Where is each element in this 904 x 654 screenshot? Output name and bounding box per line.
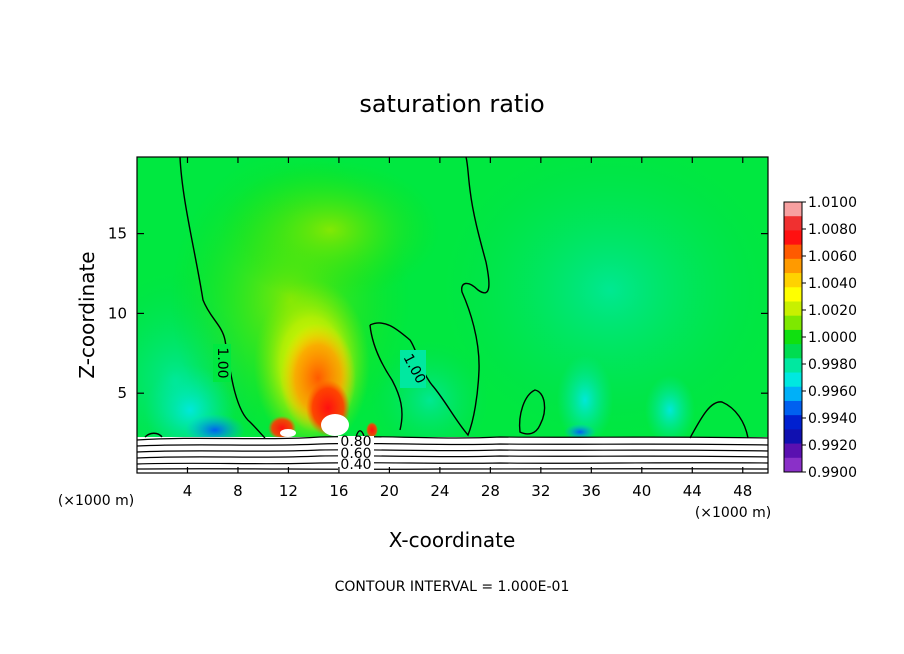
colorbar-label: 0.9960 bbox=[808, 384, 857, 400]
contour-label-040: 0.40 bbox=[340, 457, 371, 473]
contour-label-center-bg bbox=[400, 350, 426, 388]
x-tick-label: 12 bbox=[279, 482, 298, 500]
colorbar-label: 1.0080 bbox=[808, 222, 857, 238]
colorbar-label: 0.9900 bbox=[808, 465, 857, 481]
field-white-small bbox=[280, 429, 296, 437]
colorbar-label: 1.0060 bbox=[808, 249, 857, 265]
colorbar-label: 1.0020 bbox=[808, 303, 857, 319]
colorbar-swatch bbox=[784, 329, 802, 345]
contour-1-left bbox=[179, 157, 266, 439]
x-tick-label: 40 bbox=[632, 482, 651, 500]
field-lime-upper bbox=[220, 160, 440, 300]
field-lower-band bbox=[137, 437, 768, 473]
colorbar-swatch bbox=[784, 457, 802, 473]
x-unit-right: (×1000 m) bbox=[695, 505, 771, 521]
surface-contour-3 bbox=[137, 449, 768, 453]
colorbar-swatch bbox=[784, 415, 802, 430]
colorbar-swatch bbox=[784, 443, 802, 459]
x-tick-label: 16 bbox=[329, 482, 348, 500]
surface-contour-1 bbox=[137, 435, 768, 441]
field-blue-right bbox=[564, 424, 596, 440]
x-tick-label: 32 bbox=[531, 482, 550, 500]
colorbar-swatch bbox=[784, 358, 802, 374]
colorbar-swatch bbox=[784, 386, 802, 402]
colorbar-label: 0.9980 bbox=[808, 357, 857, 373]
surface-contour-5 bbox=[137, 462, 768, 465]
y-tick-label: 15 bbox=[108, 225, 127, 243]
colorbar-swatch bbox=[784, 258, 802, 274]
contour-1-spike bbox=[355, 430, 365, 438]
surface-contour-4 bbox=[137, 455, 768, 459]
colorbar-label: 0.9920 bbox=[808, 438, 857, 454]
field-supersaturated-white bbox=[321, 414, 349, 436]
contour-label-060-bg bbox=[338, 448, 374, 459]
contour-1-left-edge bbox=[144, 432, 163, 438]
colorbar-swatch bbox=[784, 301, 802, 317]
x-tick-label: 28 bbox=[481, 482, 500, 500]
x-tick-label: 36 bbox=[582, 482, 601, 500]
y-tick-label: 10 bbox=[108, 304, 127, 322]
contour-label-layer: 1.00 1.00 0.80 0.60 0.40 bbox=[213, 344, 428, 473]
field-cyan-right1 bbox=[557, 355, 613, 445]
field-teal-right bbox=[440, 157, 768, 440]
contour-label-080: 0.80 bbox=[340, 434, 371, 450]
x-tick-label: 44 bbox=[683, 482, 702, 500]
y-axis-label: Z-coordinate bbox=[75, 251, 99, 378]
y-tick-label: 5 bbox=[117, 384, 127, 402]
contour-1-bump1 bbox=[518, 389, 546, 435]
colorbar-swatch bbox=[784, 315, 802, 331]
contour-label-060: 0.60 bbox=[340, 446, 371, 462]
x-tick-label: 48 bbox=[733, 482, 752, 500]
x-tick-label: 8 bbox=[233, 482, 243, 500]
plot-frame bbox=[136, 156, 769, 474]
y-axis-ticks: 5 10 15 bbox=[108, 225, 768, 402]
colorbar-label: 1.0040 bbox=[808, 276, 857, 292]
surface-contour-6 bbox=[137, 468, 768, 470]
x-unit-left: (×1000 m) bbox=[58, 493, 134, 509]
colorbar: 1.0100 1.0080 1.0060 1.0040 1.0020 1.0000 0.99… bbox=[783, 195, 857, 481]
x-axis-label: X-coordinate bbox=[389, 528, 516, 552]
field-red-small bbox=[366, 422, 378, 438]
colorbar-swatch bbox=[784, 202, 802, 217]
contour-label-left-bg bbox=[213, 344, 231, 382]
contour-1-center-lower bbox=[369, 324, 403, 431]
colorbar-label: 0.9940 bbox=[808, 411, 857, 427]
contour-label-080-bg bbox=[338, 436, 374, 448]
colorbar-swatch bbox=[784, 244, 802, 260]
contour-label-left: 1.00 bbox=[214, 347, 230, 378]
colorbar-swatch bbox=[784, 230, 802, 246]
contour-lines bbox=[144, 157, 749, 439]
colorbar-swatch bbox=[784, 273, 802, 288]
colorbar-swatch bbox=[784, 216, 802, 231]
chart-title: saturation ratio bbox=[359, 90, 544, 118]
colorbar-label: 1.0000 bbox=[808, 330, 857, 346]
contour-label-040-bg bbox=[338, 459, 374, 471]
x-tick-label: 20 bbox=[380, 482, 399, 500]
contour-interval-note: CONTOUR INTERVAL = 1.000E-01 bbox=[335, 579, 570, 595]
contour-1-bump2 bbox=[689, 401, 749, 439]
colorbar-label: 1.0100 bbox=[808, 195, 857, 211]
field-cyan-right2 bbox=[645, 375, 695, 445]
colorbar-swatch bbox=[784, 429, 802, 445]
colorbar-swatch bbox=[784, 287, 802, 302]
colorbar-swatch bbox=[784, 344, 802, 359]
plot-field bbox=[137, 157, 768, 473]
colorbar-swatch bbox=[784, 372, 802, 388]
x-axis-ticks: 4 8 12 16 20 24 28 32 36 40 44 48 bbox=[183, 157, 752, 500]
x-tick-label: 4 bbox=[183, 482, 193, 500]
colorbar-swatch bbox=[784, 400, 802, 416]
x-tick-label: 24 bbox=[430, 482, 449, 500]
surface-contour-2 bbox=[137, 442, 768, 447]
